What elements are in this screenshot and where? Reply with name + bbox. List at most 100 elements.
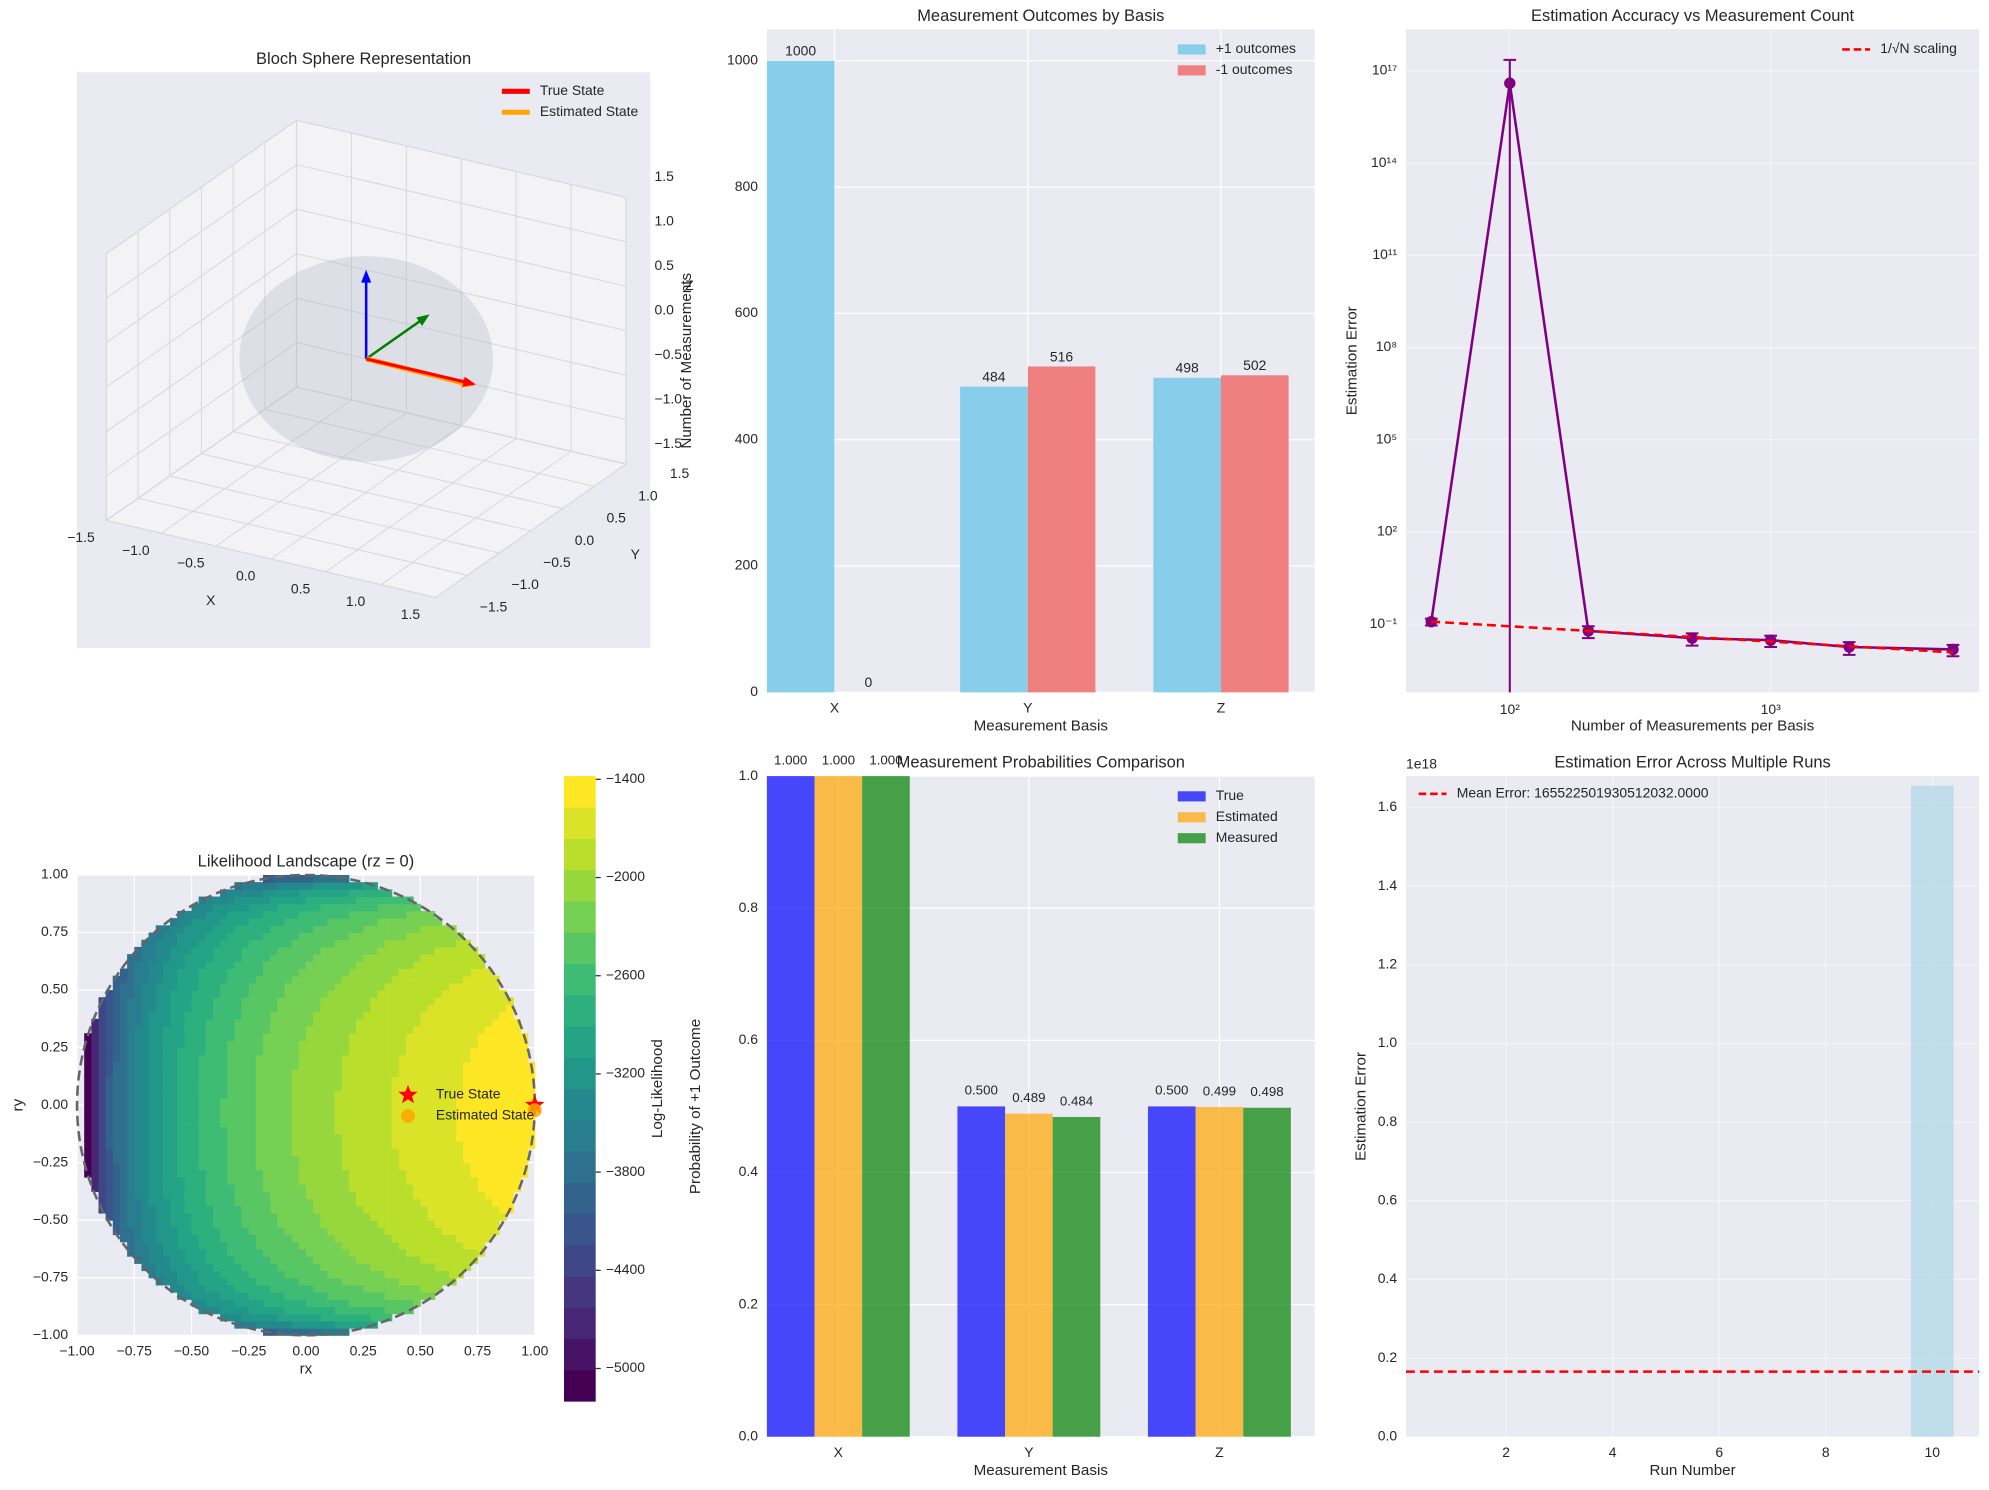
contour-cell	[284, 896, 293, 905]
contour-cell	[370, 1234, 378, 1243]
contour-cell	[98, 1090, 107, 1099]
chart-title: Estimation Error Across Multiple Runs	[1554, 754, 1830, 772]
contour-cell	[148, 997, 157, 1005]
contour-cell	[441, 990, 450, 998]
contour-cell	[141, 1119, 150, 1128]
contour-cell	[170, 990, 178, 998]
contour-cell	[148, 932, 157, 941]
contour-cell	[191, 903, 200, 912]
contour-cell	[248, 1018, 257, 1027]
contour-cell	[119, 1141, 128, 1149]
contour-cell	[91, 1047, 100, 1056]
contour-cell	[370, 1205, 378, 1214]
contour-cell	[191, 1220, 200, 1228]
contour-cell	[291, 1026, 300, 1034]
contour-cell	[198, 1248, 207, 1257]
contour-cell	[320, 1241, 328, 1250]
contour-cell	[506, 1119, 514, 1128]
contour-cell	[263, 1133, 271, 1142]
contour-cell	[434, 1076, 443, 1085]
contour-cell	[284, 903, 293, 912]
contour-cell	[284, 1004, 293, 1013]
contour-cell	[434, 1018, 443, 1027]
contour-cell	[277, 1054, 285, 1063]
contour-cell	[398, 1054, 407, 1063]
contour-cell	[177, 1184, 185, 1192]
contour-cell	[420, 1033, 429, 1041]
contour-cell	[270, 1141, 278, 1149]
contour-cell	[348, 1040, 357, 1049]
contour-cell	[313, 1112, 321, 1121]
contour-cell	[220, 1292, 228, 1300]
y-tick-label: 0.6	[739, 1031, 759, 1047]
contour-cell	[470, 1241, 479, 1250]
contour-cell	[291, 1256, 300, 1264]
contour-cell	[313, 1148, 321, 1156]
contour-cell	[220, 1306, 228, 1315]
contour-cell	[220, 1047, 228, 1056]
contour-cell	[119, 1040, 128, 1049]
contour-cell	[234, 1011, 243, 1020]
contour-cell	[348, 1069, 357, 1077]
contour-cell	[148, 1155, 157, 1164]
contour-cell	[348, 1299, 357, 1308]
contour-cell	[434, 1284, 443, 1293]
contour-cell	[327, 1306, 336, 1315]
contour-cell	[513, 1076, 522, 1085]
contour-cell	[413, 1018, 421, 1027]
contour-cell	[177, 1177, 185, 1185]
colorbar-tick-label: −5000	[606, 1359, 645, 1375]
contour-cell	[298, 1263, 307, 1272]
contour-cell	[341, 903, 350, 912]
contour-cell	[499, 1184, 507, 1192]
contour-cell	[441, 961, 450, 969]
contour-cell	[370, 1097, 378, 1106]
contour-cell	[255, 1220, 264, 1228]
contour-cell	[463, 982, 471, 991]
contour-cell	[141, 1133, 150, 1142]
contour-cell	[241, 1205, 250, 1214]
contour-cell	[198, 961, 207, 969]
contour-cell	[270, 1177, 278, 1185]
contour-cell	[398, 961, 407, 969]
contour-cell	[384, 961, 393, 969]
contour-cell	[127, 1119, 135, 1128]
contour-cell	[234, 1270, 243, 1279]
contour-cell	[119, 1083, 128, 1092]
contour-cell	[284, 1040, 293, 1049]
contour-cell	[355, 1205, 364, 1214]
contour-cell	[255, 961, 264, 969]
contour-cell	[441, 1112, 450, 1121]
bar	[1910, 785, 1954, 1437]
contour-cell	[406, 982, 414, 991]
contour-cell	[313, 1248, 321, 1257]
contour-cell	[212, 1126, 221, 1135]
contour-cell	[198, 1061, 207, 1070]
contour-cell	[177, 1284, 185, 1293]
contour-cell	[341, 1169, 350, 1178]
contour-cell	[370, 1090, 378, 1099]
contour-cell	[205, 961, 214, 969]
contour-cell	[413, 1213, 421, 1221]
x-tick-label: X	[830, 700, 839, 716]
contour-cell	[427, 1040, 436, 1049]
contour-cell	[384, 1306, 393, 1315]
contour-cell	[291, 990, 300, 998]
contour-cell	[277, 1105, 285, 1113]
contour-cell	[434, 918, 443, 926]
contour-cell	[377, 1198, 386, 1207]
contour-cell	[141, 1213, 150, 1221]
contour-cell	[363, 1220, 371, 1228]
contour-cell	[184, 1054, 192, 1063]
contour-cell	[284, 1306, 293, 1315]
contour-cell	[234, 990, 243, 998]
contour-cell	[270, 1220, 278, 1228]
contour-cell	[320, 1328, 328, 1336]
contour-cell	[119, 1126, 128, 1135]
contour-cell	[241, 1220, 250, 1228]
contour-cell	[363, 1277, 371, 1286]
contour-cell	[313, 1306, 321, 1315]
contour-cell	[205, 1105, 214, 1113]
contour-cell	[484, 968, 493, 977]
contour-cell	[406, 1227, 414, 1236]
